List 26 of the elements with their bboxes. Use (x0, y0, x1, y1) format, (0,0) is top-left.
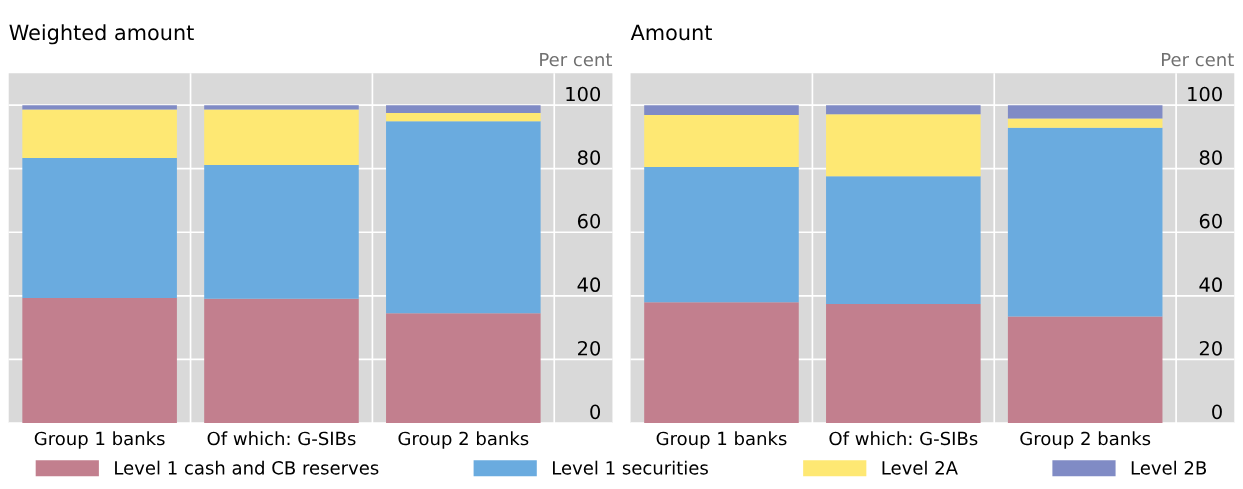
x-tick-label: Group 2 banks (1020, 431, 1151, 449)
y-tick-label: 20 (1199, 340, 1222, 356)
y-tick-label: 80 (577, 150, 601, 165)
y-axis-title: Per cent (540, 52, 613, 67)
x-tick-label: Group 1 banks (656, 431, 787, 449)
y-tick-label: 100 (1188, 86, 1222, 102)
x-tick-label: Of which: G-SIBs (207, 431, 356, 446)
legend-label: Level 2B (1131, 460, 1207, 475)
y-tick-label: 80 (1199, 150, 1222, 165)
chart-title: Amount (630, 24, 712, 41)
chart-title: Weighted amount (9, 24, 194, 45)
y-tick-label: 40 (577, 277, 601, 293)
y-tick-label: 60 (577, 213, 601, 229)
y-tick-label: 20 (578, 340, 601, 356)
x-tick-label: Group 1 banks (34, 431, 165, 449)
y-tick-label: 100 (566, 86, 601, 102)
legend-label: Level 1 securities (553, 460, 708, 475)
y-tick-label: 0 (590, 404, 601, 420)
x-tick-label: Group 2 banks (398, 431, 529, 449)
y-axis-title: Per cent (1162, 52, 1234, 67)
y-tick-label: 0 (1212, 404, 1222, 420)
legend-label: Level 2A (882, 460, 958, 475)
legend-label: Level 1 cash and CB reserves (115, 460, 379, 475)
y-tick-label: 40 (1199, 277, 1222, 293)
y-tick-label: 60 (1199, 213, 1222, 229)
x-tick-label: Of which: G-SIBs (829, 431, 978, 446)
